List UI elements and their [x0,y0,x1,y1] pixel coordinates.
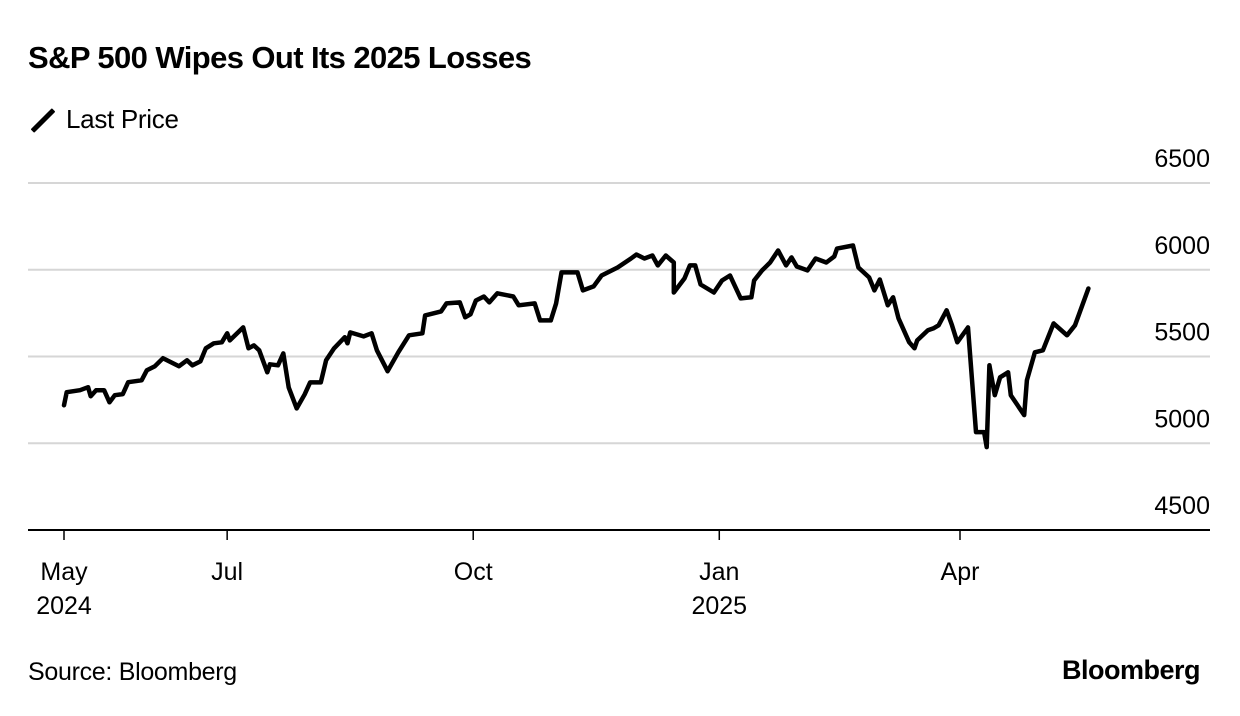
x-tick-label: Apr [941,558,980,586]
chart-title: S&P 500 Wipes Out Its 2025 Losses [28,40,532,75]
x-tick-label: Jan [699,558,739,586]
y-axis-labels: 4500 5000 5500 6000 6500 [1154,145,1210,520]
bloomberg-logo: Bloomberg [1061,655,1201,685]
x-tick-year-label: 2025 [691,592,747,620]
x-axis-ticks: May 2024 Jul Oct Jan 2025 Apr [36,530,979,620]
x-tick-label: Oct [454,558,493,586]
y-tick-label: 5500 [1154,319,1210,347]
legend: Last Price [30,104,179,135]
source-note: Source: Bloomberg [28,658,237,686]
x-tick-year-label: 2024 [36,592,92,620]
y-tick-label: 5000 [1154,405,1210,433]
x-tick-label: Jul [211,558,243,586]
legend-label: Last Price [66,104,179,134]
y-tick-label: 6500 [1154,145,1210,173]
x-tick-label: May [40,558,88,586]
gridlines [28,182,1210,445]
series-line-last-price [61,243,1091,450]
y-tick-label: 4500 [1154,492,1210,520]
y-tick-label: 6000 [1154,232,1210,260]
